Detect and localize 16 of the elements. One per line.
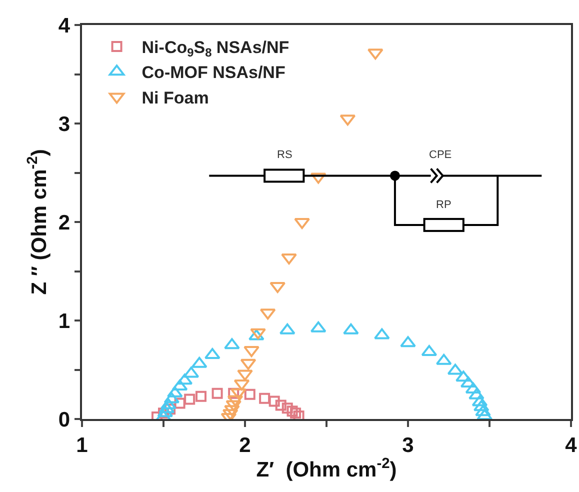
y-tick-label: 4: [58, 14, 70, 38]
y-tick-label: 3: [58, 112, 70, 136]
x-tick-label: 1: [76, 434, 88, 457]
x-tick-label: 4: [565, 434, 578, 457]
legend-label: Co-MOF NSAs/NF: [142, 63, 286, 82]
y-tick-label: 2: [58, 211, 70, 234]
x-axis-title: Z′ (Ohm cm$^{-2}$): [256, 456, 397, 482]
x-tick-label: 3: [402, 434, 414, 457]
annotation: CPE: [429, 149, 452, 161]
y-tick-label: 1: [58, 310, 70, 333]
y-tick-label: 0: [58, 408, 70, 432]
legend-label: Ni-Co$_{9}$S$_{8}$ NSAs/NF: [142, 38, 290, 60]
x-tick-label: 2: [239, 434, 251, 457]
annotation: RS: [277, 149, 292, 161]
annotation: RP: [436, 199, 452, 211]
legend-label: Ni Foam: [142, 88, 209, 108]
